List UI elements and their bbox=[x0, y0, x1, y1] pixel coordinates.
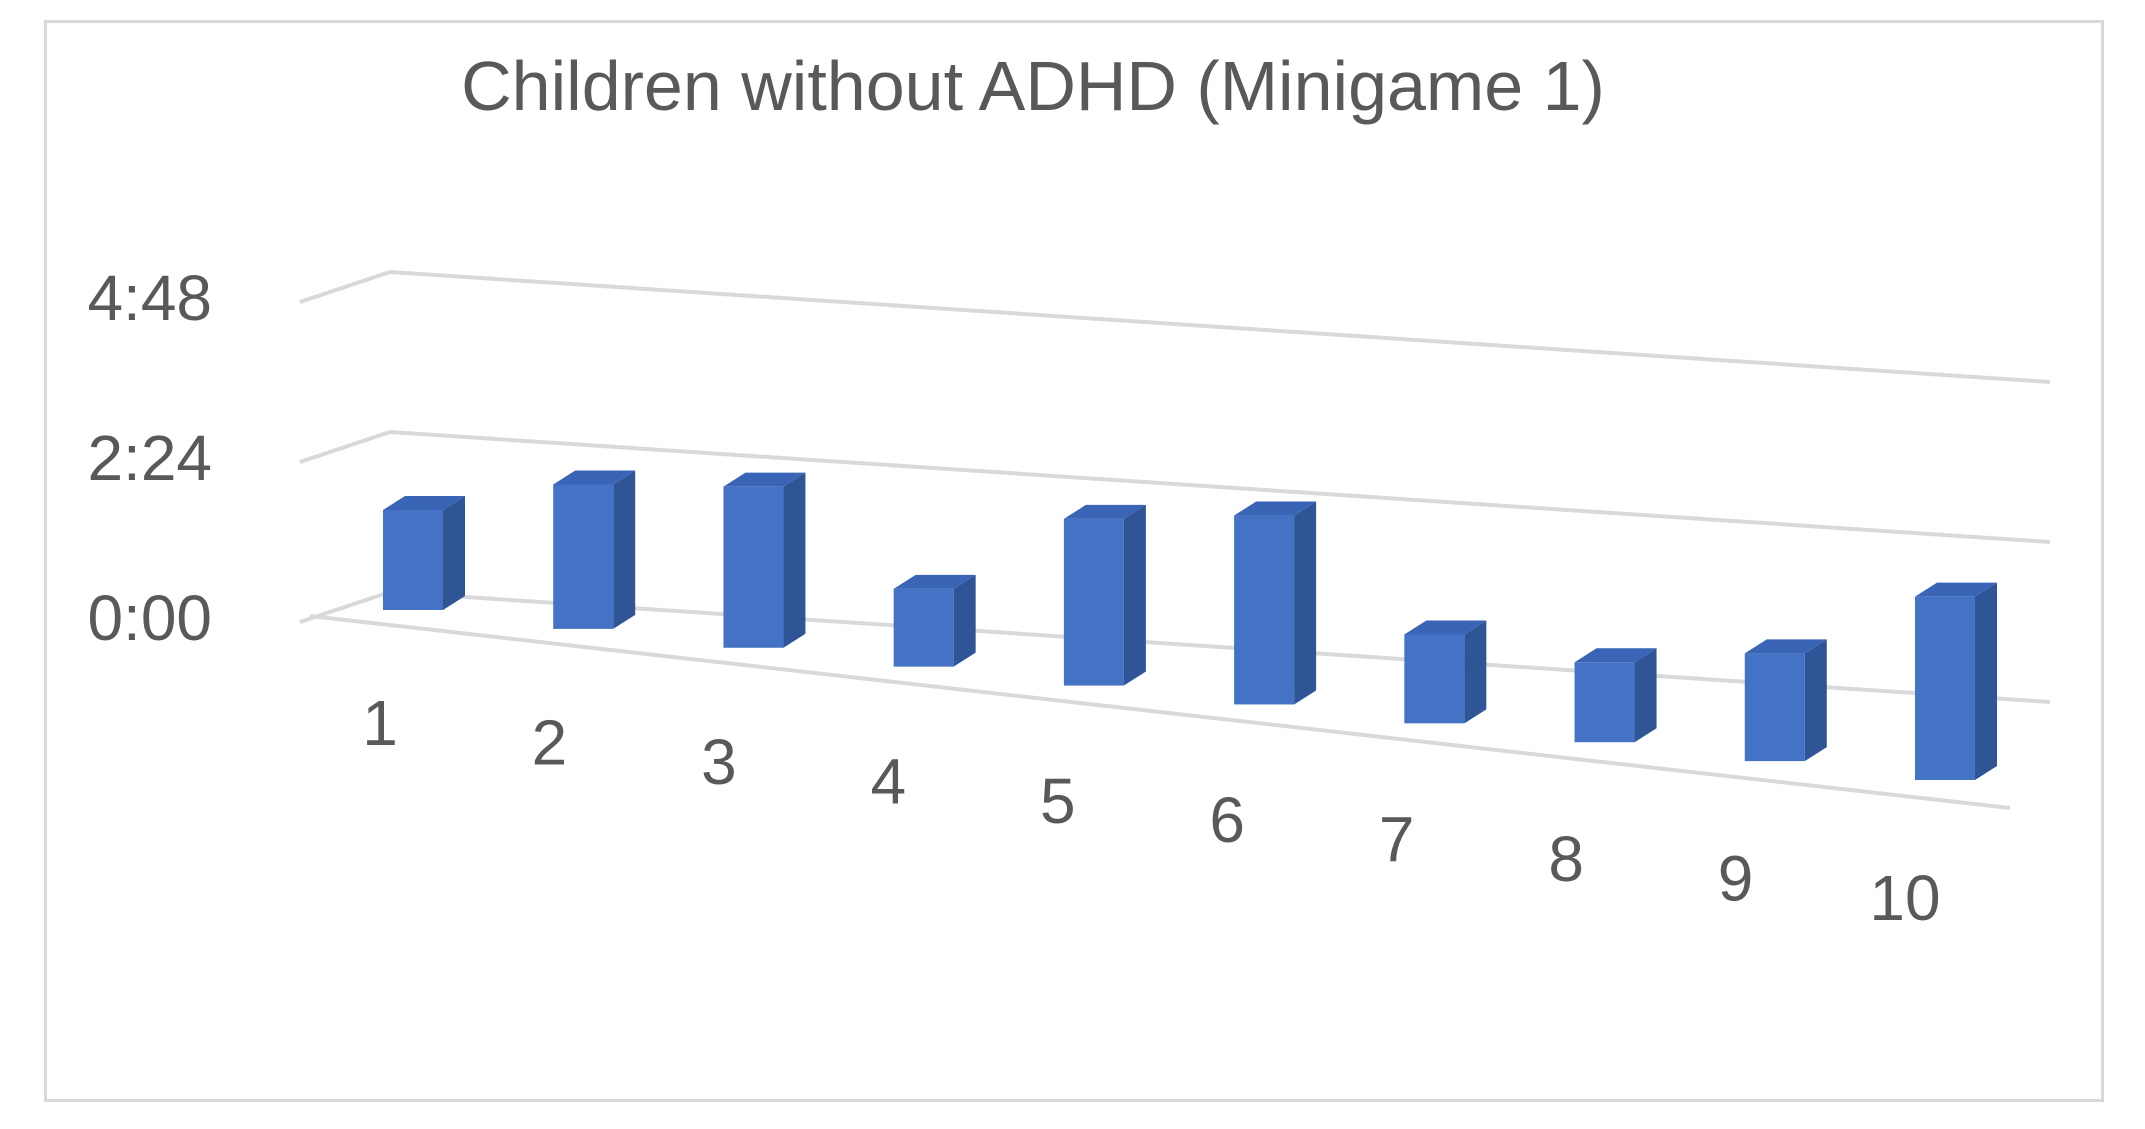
gridline-side bbox=[299, 430, 391, 464]
bar-top bbox=[723, 472, 806, 487]
x-axis-ticks: 1 2 3 4 5 6 7 8 9 10 bbox=[362, 687, 1940, 934]
bar-front bbox=[1915, 596, 1975, 780]
bar-front bbox=[1234, 515, 1295, 705]
y-tick-label: 0:00 bbox=[87, 582, 212, 654]
bar bbox=[1234, 501, 1317, 705]
bar-side bbox=[1123, 504, 1146, 686]
bar-top bbox=[1234, 501, 1317, 516]
y-tick-label: 2:24 bbox=[87, 422, 212, 494]
floor-front-edge bbox=[309, 614, 2011, 810]
bar bbox=[1574, 648, 1657, 743]
bar-front bbox=[1063, 518, 1124, 686]
bar-side bbox=[1464, 620, 1487, 724]
x-tick-label: 3 bbox=[701, 726, 737, 798]
bar-front bbox=[893, 588, 954, 667]
x-tick-label: 10 bbox=[1869, 862, 1940, 934]
bar bbox=[383, 496, 465, 610]
bar bbox=[1915, 582, 1997, 780]
bar bbox=[553, 470, 636, 629]
bar bbox=[1063, 504, 1146, 686]
bar-top bbox=[1574, 648, 1657, 663]
bar-top bbox=[553, 470, 636, 485]
bar-front bbox=[553, 484, 614, 629]
bars bbox=[383, 470, 1997, 780]
y-tick-label: 4:48 bbox=[87, 262, 212, 334]
gridline-back bbox=[389, 430, 2051, 544]
bar-top bbox=[1915, 582, 1997, 597]
bar-side bbox=[1294, 501, 1317, 705]
bar-front bbox=[1744, 653, 1805, 762]
bar-top bbox=[383, 496, 465, 510]
bar-side bbox=[1634, 648, 1657, 743]
bar bbox=[1744, 639, 1827, 762]
bar-front bbox=[383, 510, 443, 610]
gridline-back bbox=[389, 270, 2051, 384]
bar-top bbox=[1404, 620, 1487, 635]
bar-side bbox=[1804, 639, 1827, 762]
bar-side bbox=[443, 496, 465, 610]
x-tick-label: 9 bbox=[1718, 843, 1754, 915]
bar-top bbox=[893, 574, 976, 589]
bar-side bbox=[1975, 582, 1997, 780]
gridline-side bbox=[299, 270, 391, 304]
x-tick-label: 1 bbox=[362, 687, 398, 759]
chart-title: Children without ADHD (Minigame 1) bbox=[461, 47, 1605, 125]
bar-front bbox=[1574, 662, 1635, 743]
y-axis-ticks: 0:00 2:24 4:48 bbox=[87, 262, 212, 654]
bar-front bbox=[723, 486, 784, 648]
bar-front bbox=[1404, 634, 1465, 724]
x-tick-label: 5 bbox=[1040, 765, 1076, 837]
bar-top bbox=[1063, 504, 1146, 519]
x-tick-label: 6 bbox=[1209, 784, 1245, 856]
x-tick-label: 4 bbox=[871, 745, 907, 817]
bar bbox=[723, 472, 806, 648]
bar-side bbox=[953, 574, 976, 667]
bar bbox=[893, 574, 976, 667]
x-tick-label: 2 bbox=[532, 706, 568, 778]
bar bbox=[1404, 620, 1487, 724]
x-tick-label: 7 bbox=[1379, 804, 1415, 876]
bar-side bbox=[613, 470, 636, 629]
bar-top bbox=[1744, 639, 1827, 654]
bar-side bbox=[783, 472, 806, 648]
x-tick-label: 8 bbox=[1548, 823, 1584, 895]
